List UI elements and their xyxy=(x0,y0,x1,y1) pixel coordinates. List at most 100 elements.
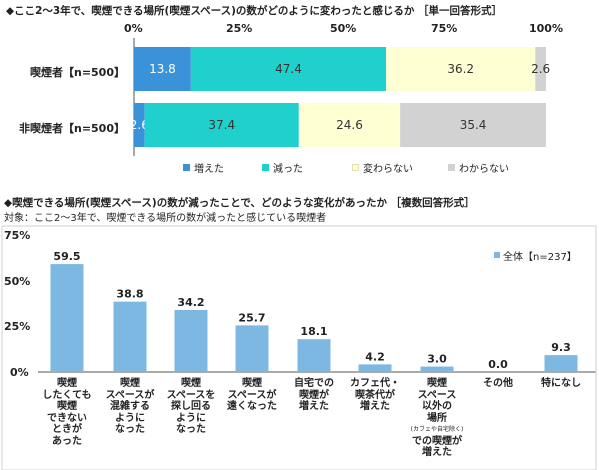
chart2-frame xyxy=(1,225,597,470)
chart1-segment-value: 47.4 xyxy=(275,62,302,76)
chart2-category-label: 喫煙 スペースが 混雑する ように なった xyxy=(96,378,164,436)
chart1-bar-segment xyxy=(298,103,401,147)
chart2-bar xyxy=(113,301,147,372)
chart2-category-line: 増えた xyxy=(360,401,390,412)
chart2-bar xyxy=(50,264,84,372)
chart2-title: ◆喫煙できる場所(喫煙スペース)の数が減ったことで、どのような変化があったか ［… xyxy=(4,197,475,209)
chart1-segment-value: 13.8 xyxy=(149,62,176,76)
chart2-category-line: したくても xyxy=(42,389,92,401)
chart2-legend-swatch xyxy=(494,252,500,258)
chart2-category-line: なった xyxy=(176,424,206,435)
chart2-legend-label: 全体【n=237】 xyxy=(503,252,577,263)
chart1-bar-segment xyxy=(190,47,387,91)
chart1-xtick-75: 75% xyxy=(431,22,458,35)
chart2-category-line: 喫煙 xyxy=(181,378,201,389)
chart2-category-line: 喫煙 xyxy=(120,378,140,389)
chart2-subtitle: 対象：ここ2～3年で、喫煙できる場所の数が減ったと感じている喫煙者 xyxy=(4,213,327,224)
chart2-category-line: 喫煙 xyxy=(242,378,262,389)
chart1-bar-segment xyxy=(386,47,536,91)
chart2-bar xyxy=(358,364,392,372)
chart2-value-label: 4.2 xyxy=(365,350,385,363)
chart1-title: ◆ここ2～3年で、喫煙できる場所(喫煙スペース)の数がどのように変わったと感じる… xyxy=(6,5,503,17)
chart2-category-label: 特になし xyxy=(527,378,595,390)
chart1-bar-segment xyxy=(535,47,546,91)
chart2-category-line: での喫煙が xyxy=(412,435,462,447)
chart2-category-line: ように xyxy=(176,412,206,424)
chart2-category-label: 喫煙 スペースを 探し回る ように なった xyxy=(157,378,225,436)
chart2-value-label: 9.3 xyxy=(551,341,571,354)
chart1-row-label-smokers: 喫煙者【n=500】 xyxy=(29,66,125,79)
chart1-segment-value: 37.4 xyxy=(208,118,235,132)
chart2-value-label: 38.8 xyxy=(116,288,143,301)
chart2-value-label: 18.1 xyxy=(300,325,327,338)
chart2-bar xyxy=(297,339,331,372)
chart2-category-line: 特になし xyxy=(541,378,581,389)
legend-swatch-unknown xyxy=(448,164,455,171)
chart2-category-line: スペースが xyxy=(105,389,155,401)
legend-label-increased: 増えた xyxy=(194,164,224,175)
chart2-ytick-75: 75% xyxy=(4,229,31,242)
chart1-bar-segment xyxy=(400,103,546,147)
chart2-value-label: 59.5 xyxy=(53,250,80,263)
chart2-bar xyxy=(174,309,208,372)
chart2-category-line: 喫煙が xyxy=(299,389,329,401)
legend-swatch-decreased xyxy=(262,164,269,171)
chart2-category-label: カフェ代・ 喫茶代が 増えた xyxy=(341,378,409,413)
chart2-category-line: スペースが xyxy=(227,389,277,401)
chart2-category-line: できない xyxy=(47,412,87,424)
chart2-category-line: 喫煙 xyxy=(57,401,77,412)
chart2-category-line: ように xyxy=(115,412,145,424)
chart2-value-label: 25.7 xyxy=(238,311,265,324)
chart1-segment-value: 36.2 xyxy=(447,62,474,76)
chart1-bar-segment xyxy=(134,47,191,91)
chart2-bar xyxy=(544,355,578,372)
chart1-bar-segment xyxy=(134,103,145,147)
chart1-bar-segment xyxy=(144,103,299,147)
chart2-bar xyxy=(235,325,269,372)
chart2-category-label: 喫煙 したくても 喫煙 できない ときが あった xyxy=(33,378,101,447)
chart1-xtick-25: 25% xyxy=(226,22,253,35)
chart2-category-line: 喫煙 xyxy=(427,378,447,389)
chart2-value-label: 34.2 xyxy=(177,296,204,309)
chart2-category-line: 喫煙 xyxy=(57,378,77,389)
chart2-category-line: カフェ代・ xyxy=(350,378,400,389)
chart2-ytick-50: 50% xyxy=(4,275,31,288)
chart1-segment-value: 24.6 xyxy=(336,118,363,132)
chart2-category-line: その他 xyxy=(483,378,513,389)
chart2-category-line: 以外の xyxy=(422,401,452,412)
chart2-category-line: スペースを xyxy=(166,389,216,401)
chart2-value-label: 3.0 xyxy=(427,353,447,366)
chart2-category-label: 喫煙 スペース 以外の 場所 (カフェや自宅除く) での喫煙が 増えた xyxy=(403,378,471,459)
chart2-category-line: 喫茶代が xyxy=(355,389,395,401)
chart2-category-line: なった xyxy=(115,424,145,435)
chart2-category-line: 混雑する xyxy=(110,401,150,412)
chart2-category-line: 探し回る xyxy=(171,401,211,412)
chart2-category-line: 場所 xyxy=(427,412,447,424)
chart2-bar xyxy=(420,366,454,372)
chart2-value-label: 0.0 xyxy=(488,358,508,371)
chart2-category-line: 増えた xyxy=(422,447,452,458)
chart2-category-label: その他 xyxy=(464,378,532,390)
legend-label-unchanged: 変わらない xyxy=(363,164,413,175)
chart2-category-label: 喫煙 スペースが 遠くなった xyxy=(218,378,286,413)
chart2-category-line: (カフェや自宅除く) xyxy=(410,426,464,433)
chart1-segment-value: 35.4 xyxy=(460,118,487,132)
chart1-row-label-nonsmokers: 非喫煙者【n=500】 xyxy=(18,122,125,135)
chart2-ytick-0: 0% xyxy=(10,366,29,379)
chart2-category-label: 自宅での 喫煙が 増えた xyxy=(280,378,348,413)
chart2-category-line: 増えた xyxy=(299,401,329,412)
chart1-segment-value: 2.6 xyxy=(130,118,149,132)
chart1-xtick-0: 0% xyxy=(124,22,143,35)
legend-swatch-increased xyxy=(183,164,190,171)
legend-swatch-unchanged xyxy=(352,164,359,171)
chart2-category-line: 自宅での xyxy=(294,378,334,389)
chart2-ytick-25: 25% xyxy=(4,320,31,333)
chart1-segment-value: 2.6 xyxy=(531,62,550,76)
legend-label-unknown: わからない xyxy=(459,164,509,175)
chart1-stacked-bars: 13.8 47.4 36.2 2.6 2.6 37.4 24.6 35.4 xyxy=(130,38,550,156)
legend-label-decreased: 減った xyxy=(273,164,303,175)
chart1-xtick-100: 100% xyxy=(529,22,563,35)
chart2-category-line: 遠くなった xyxy=(227,401,277,412)
chart1-xtick-50: 50% xyxy=(330,22,357,35)
